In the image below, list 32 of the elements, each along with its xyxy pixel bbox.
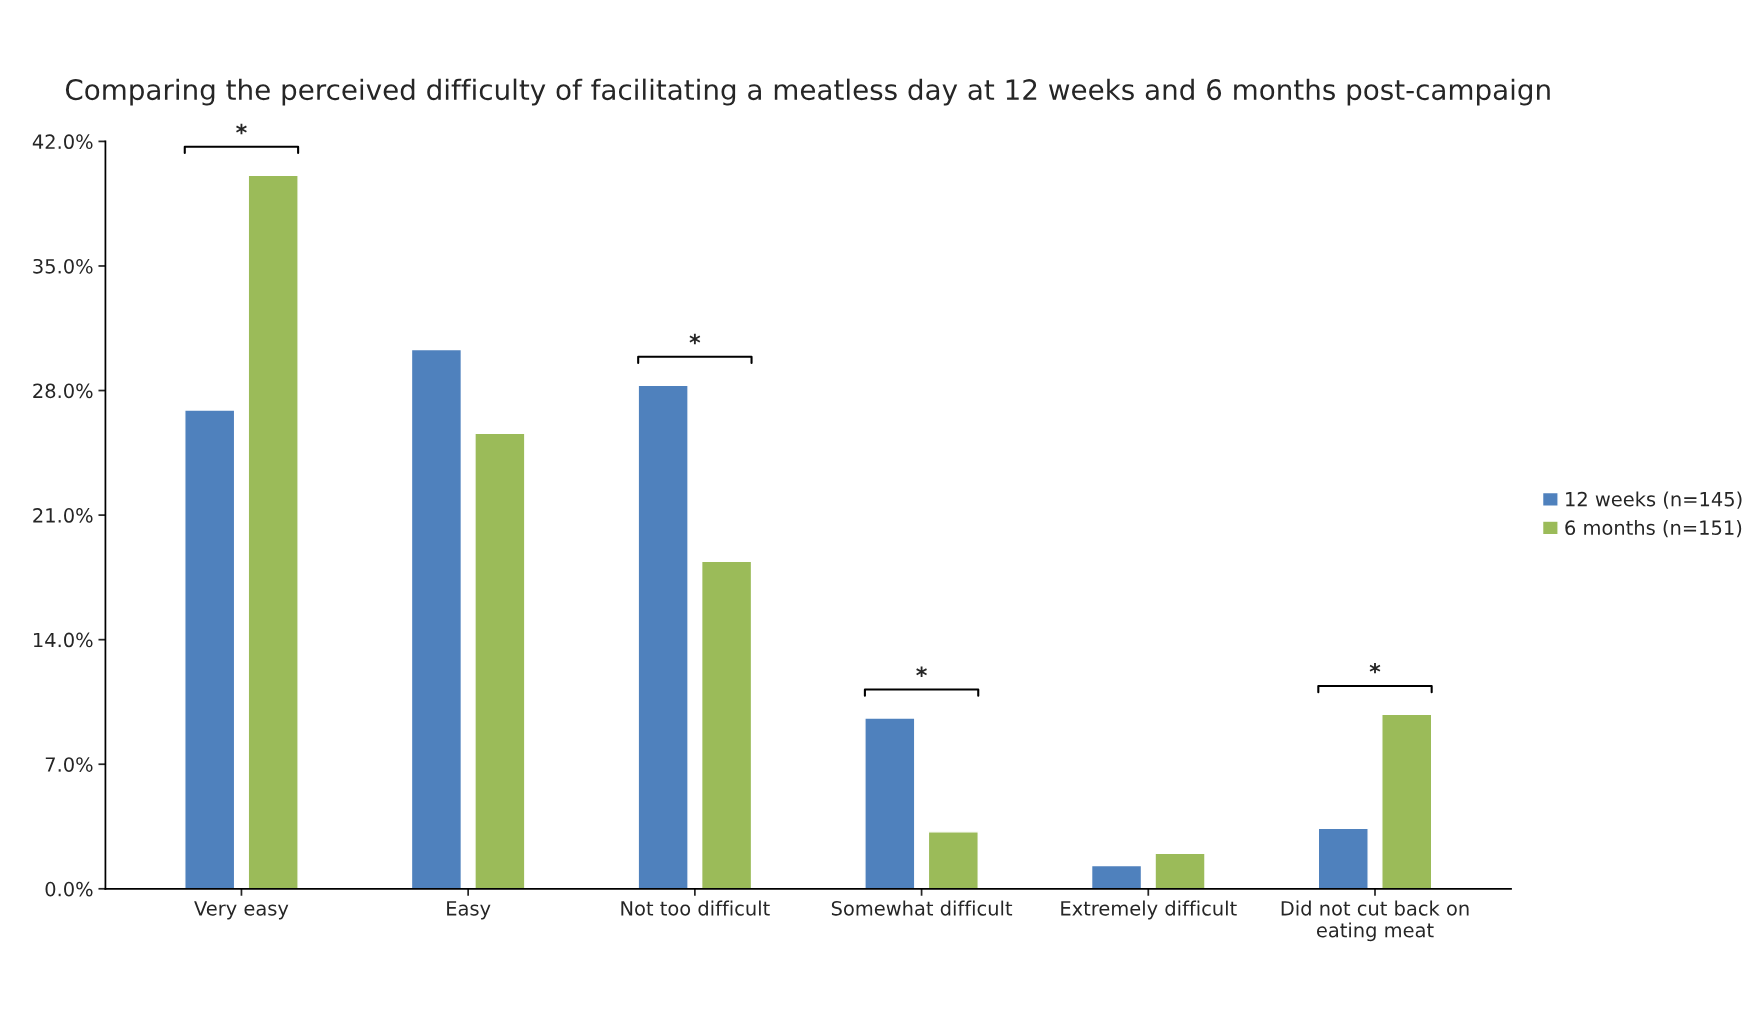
bar <box>247 174 299 889</box>
bar <box>1317 827 1369 889</box>
y-tick-label: 7.0% <box>45 757 93 772</box>
x-tick-label: Somewhat difficult <box>831 900 1013 916</box>
y-tick-label: 14.0% <box>33 632 93 648</box>
y-tick-label: 21.0% <box>33 508 93 523</box>
bar <box>700 560 753 889</box>
y-tick-label: 35.0% <box>33 258 93 274</box>
bar <box>1090 864 1143 889</box>
annotation: * <box>1369 663 1381 674</box>
y-tick-label: 0.0% <box>45 881 93 897</box>
x-tick-label: Easy <box>447 901 491 920</box>
annotation: * <box>689 333 701 345</box>
x-tick-label: Very easy <box>194 901 289 920</box>
text: * <box>236 123 247 135</box>
x-tick-label: Not too difficult <box>621 900 770 916</box>
chart-title: Comparing the perceived difficulty of facilitating a meatless day at 12 weeks and 6 months post-campaign <box>65 78 1550 106</box>
x-tick-label: Did not cut back on eating meat <box>1281 900 1469 942</box>
bar <box>474 432 526 889</box>
legend-label: 6 months (n=151) <box>1565 519 1742 538</box>
bar <box>927 831 979 889</box>
legend-label: 12 weeks (n=145) <box>1566 491 1742 509</box>
annotation: * <box>916 666 927 677</box>
bar <box>1381 713 1433 889</box>
y-tick-label: 42.0% <box>32 134 93 150</box>
x-tick-label: Extremely difficult <box>1061 900 1237 920</box>
bar <box>1154 852 1206 889</box>
bar <box>864 717 916 889</box>
y-tick-label: 28.0% <box>33 383 93 399</box>
bar <box>410 348 463 889</box>
bar <box>637 384 689 889</box>
bar <box>184 409 236 889</box>
